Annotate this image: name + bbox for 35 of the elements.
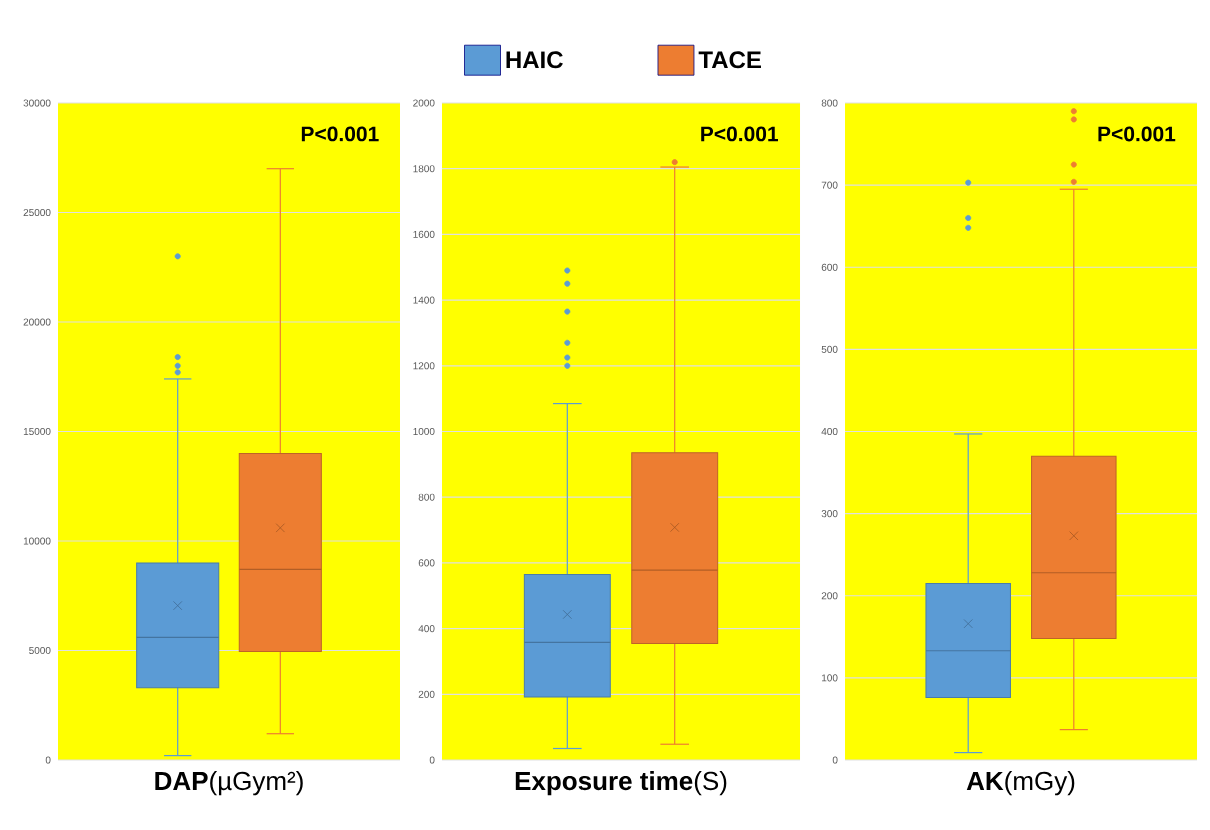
y-tick-label: 20000 [23, 318, 51, 326]
annotation: P<0.001 [301, 126, 379, 142]
y-tick-label: 800 [821, 99, 838, 107]
y-tick-label: 0 [429, 756, 435, 764]
y-tick-label: 700 [821, 181, 838, 189]
y-tick-label: 1800 [413, 165, 435, 173]
y-tick-label: 600 [821, 263, 838, 271]
x-axis-title: AK(mGy) [966, 771, 1075, 796]
y-tick-label: 100 [822, 674, 838, 682]
y-tick-label: 30000 [23, 99, 51, 107]
y-tick-label: 0 [832, 756, 838, 764]
y-tick-label: 800 [418, 493, 435, 501]
legend-label: TACE [698, 51, 761, 69]
y-tick-label: 1200 [413, 362, 435, 370]
annotation: P<0.001 [701, 126, 779, 142]
legend-label: HAIC [506, 51, 563, 69]
y-tick-label: 2000 [413, 99, 435, 107]
x-axis-title: DAP(µGym²) [155, 771, 303, 796]
y-tick-label: 500 [821, 345, 838, 353]
y-tick-label: 1000 [413, 427, 435, 436]
annotation: P<0.001 [1098, 126, 1176, 142]
y-tick-label: 0 [45, 756, 51, 764]
y-tick-label: 400 [821, 427, 838, 436]
y-tick-label: 400 [418, 625, 435, 633]
y-tick-label: 10000 [23, 537, 51, 545]
y-tick-label: 200 [418, 690, 435, 698]
y-tick-label: 200 [821, 592, 838, 600]
y-tick-label: 300 [821, 510, 838, 518]
y-tick-label: 1400 [413, 296, 435, 304]
y-tick-label: 600 [418, 559, 435, 567]
y-tick-label: 25000 [23, 208, 51, 217]
y-tick-label: 1600 [413, 230, 435, 238]
x-axis-title: Exposure time(S) [515, 771, 727, 796]
y-tick-label: 15000 [23, 427, 51, 436]
y-tick-label: 5000 [29, 646, 51, 655]
